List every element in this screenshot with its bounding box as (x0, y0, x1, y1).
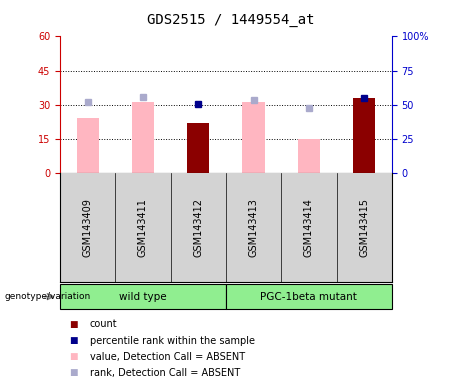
Text: GSM143412: GSM143412 (193, 198, 203, 257)
Text: value, Detection Call = ABSENT: value, Detection Call = ABSENT (90, 352, 245, 362)
Text: GSM143409: GSM143409 (83, 198, 93, 257)
Text: ■: ■ (69, 336, 77, 345)
Text: ■: ■ (69, 352, 77, 361)
Text: genotype/variation: genotype/variation (5, 292, 91, 301)
Bar (298, 139, 320, 173)
Bar (60, 284, 226, 309)
Text: rank, Detection Call = ABSENT: rank, Detection Call = ABSENT (90, 368, 240, 378)
Text: wild type: wild type (119, 291, 167, 302)
Bar (77, 118, 99, 173)
Text: ■: ■ (69, 368, 77, 377)
Bar (187, 123, 209, 173)
Bar (353, 98, 375, 173)
Text: GSM143414: GSM143414 (304, 198, 314, 257)
Text: percentile rank within the sample: percentile rank within the sample (90, 336, 255, 346)
Bar (226, 284, 392, 309)
Bar (132, 103, 154, 173)
Text: PGC-1beta mutant: PGC-1beta mutant (260, 291, 357, 302)
Text: count: count (90, 319, 118, 329)
Text: ■: ■ (69, 320, 77, 329)
Text: GSM143415: GSM143415 (359, 198, 369, 257)
Bar (242, 103, 265, 173)
Text: GDS2515 / 1449554_at: GDS2515 / 1449554_at (147, 13, 314, 27)
Text: GSM143413: GSM143413 (248, 198, 259, 257)
Text: GSM143411: GSM143411 (138, 198, 148, 257)
